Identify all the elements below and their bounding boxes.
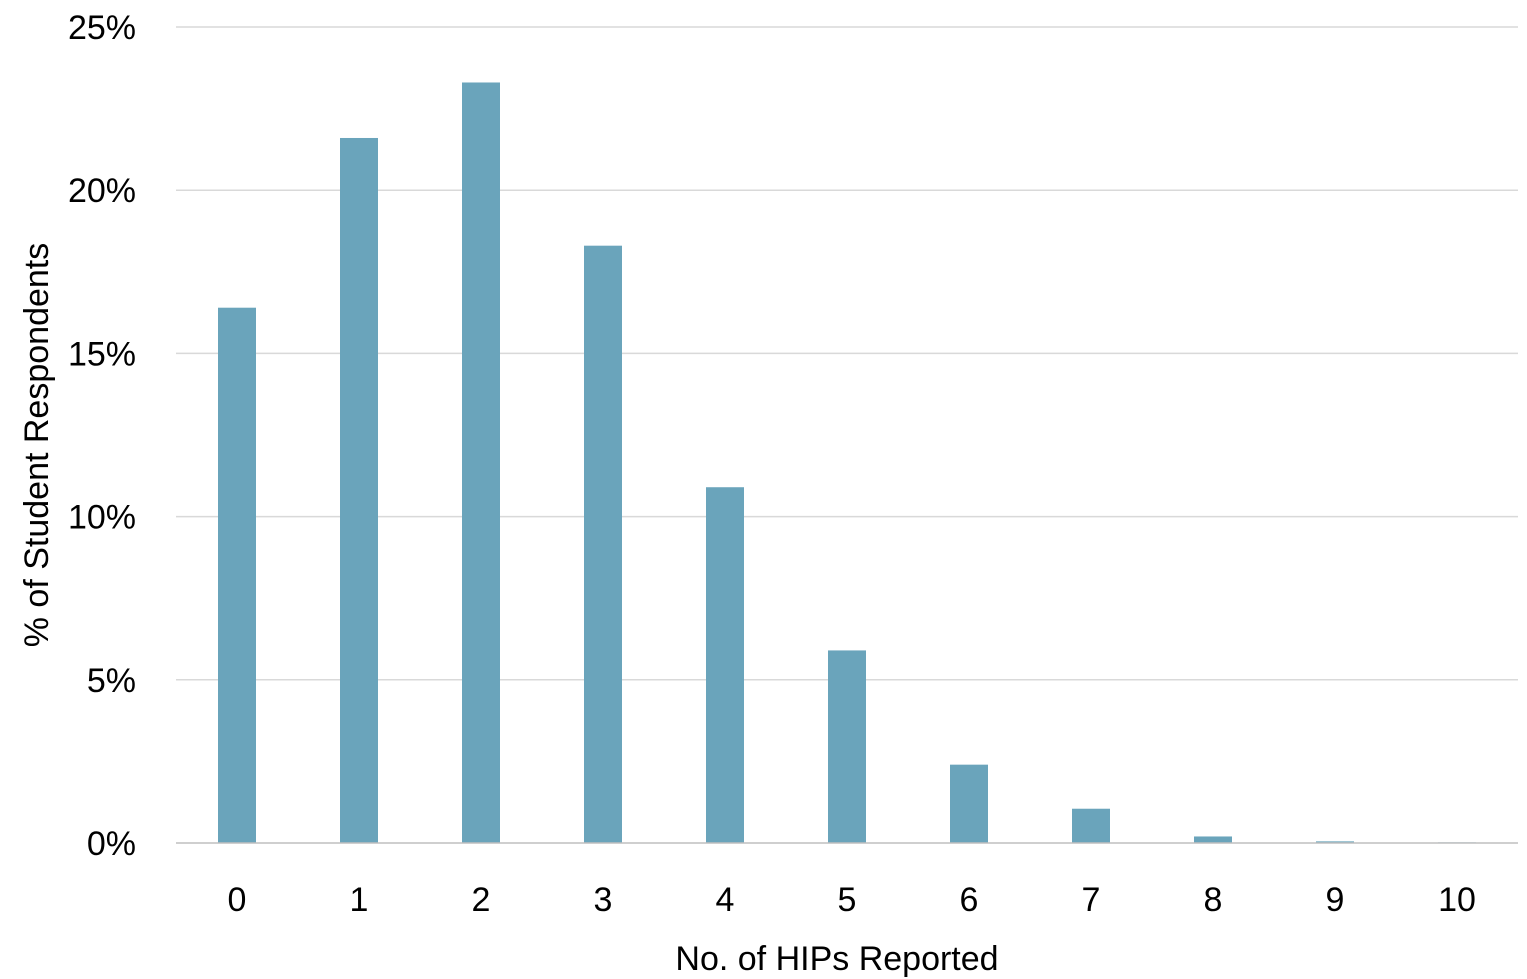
y-tick-label: 20%	[68, 172, 136, 210]
x-tick-label: 6	[960, 881, 979, 919]
y-tick-label: 0%	[87, 825, 136, 863]
bar	[584, 245, 622, 844]
bar	[1194, 836, 1232, 843]
x-tick-label: 2	[472, 881, 491, 919]
bar	[1072, 808, 1110, 843]
bar	[1316, 841, 1354, 843]
x-tick-label: 10	[1438, 881, 1476, 919]
x-tick-label: 9	[1326, 881, 1345, 919]
gridlines	[176, 26, 1518, 681]
x-tick-label: 0	[228, 881, 247, 919]
bar	[462, 82, 500, 844]
bar	[950, 764, 988, 843]
y-tick-label: 5%	[87, 662, 136, 700]
y-axis-ticks: 0% 5% 10% 15% 20% 25%	[68, 9, 136, 863]
bars	[218, 82, 1476, 844]
y-tick-label: 25%	[68, 9, 136, 47]
y-tick-label: 15%	[68, 335, 136, 373]
x-tick-label: 5	[838, 881, 857, 919]
y-axis-title: % of Student Respondents	[18, 243, 56, 648]
x-tick-label: 3	[594, 881, 613, 919]
y-tick-label: 10%	[68, 499, 136, 537]
x-axis-ticks: 0 1 2 3 4 5 6 7 8 9 10	[228, 881, 1476, 919]
x-tick-label: 4	[716, 881, 735, 919]
bar	[218, 307, 256, 844]
x-tick-label: 7	[1082, 881, 1101, 919]
x-tick-label: 1	[350, 881, 369, 919]
bar	[340, 137, 378, 843]
x-axis-title: No. of HIPs Reported	[675, 940, 998, 978]
x-tick-label: 8	[1204, 881, 1223, 919]
bar	[706, 487, 744, 843]
bar	[828, 650, 866, 843]
